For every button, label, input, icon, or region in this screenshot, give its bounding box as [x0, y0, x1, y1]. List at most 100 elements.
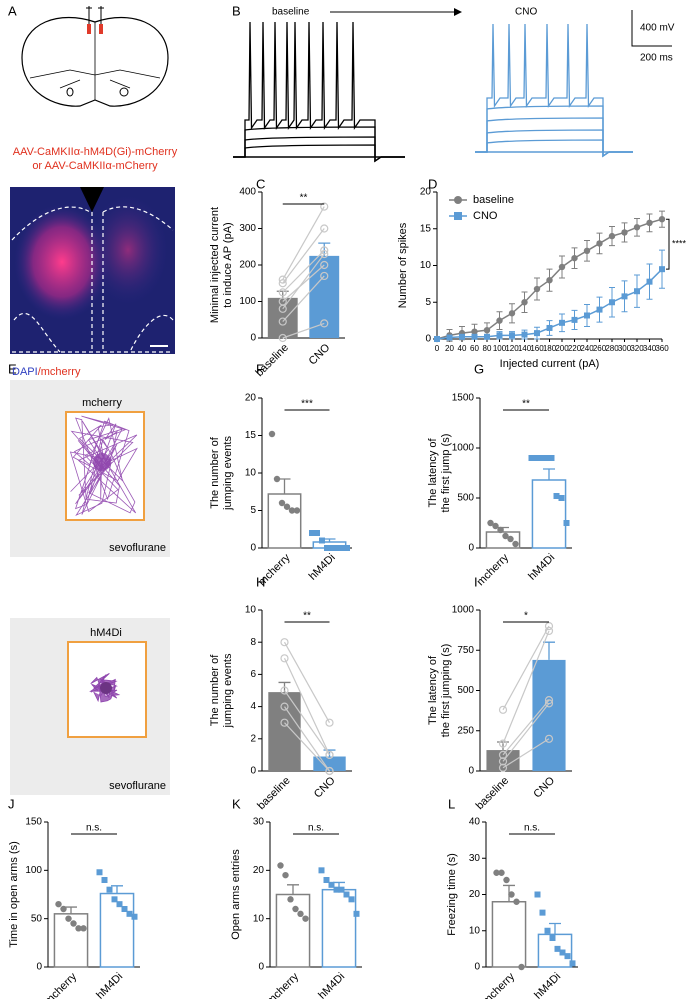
x-tick-label: mcherry — [265, 970, 302, 999]
point — [621, 293, 628, 300]
x-tick-label: 360 — [655, 344, 669, 353]
pair-line — [282, 275, 325, 322]
point — [280, 638, 289, 647]
point — [563, 520, 570, 526]
error-bar — [543, 468, 555, 480]
point — [280, 686, 289, 695]
point — [554, 945, 561, 952]
point — [534, 330, 540, 337]
y-tick-label: 0 — [250, 333, 256, 344]
y-tick-label: 0 — [425, 334, 431, 345]
point — [320, 246, 329, 255]
y-tick-label: 0 — [474, 962, 480, 973]
legend-marker — [454, 196, 462, 204]
y-tick-label: 8 — [250, 637, 256, 648]
panel-label: B — [232, 3, 241, 18]
x-tick-label: 120 — [505, 344, 519, 353]
point — [521, 299, 528, 306]
arena-condition: sevoflurane — [109, 780, 166, 792]
point — [278, 279, 287, 288]
arrowhead — [454, 8, 462, 16]
y-tick-label: 1500 — [452, 393, 475, 404]
y-tick-label: 0 — [250, 766, 256, 777]
pair-line — [502, 703, 550, 762]
panel-label: J — [8, 796, 15, 811]
point — [543, 455, 550, 461]
x-tick-label: 40 — [458, 344, 467, 353]
y-tick-label: 40 — [469, 817, 481, 828]
x-tick-label: 200 — [555, 344, 569, 353]
point — [334, 545, 340, 551]
injection-site — [99, 24, 103, 34]
point — [546, 324, 553, 331]
panel-label: K — [232, 796, 241, 811]
track — [69, 415, 138, 517]
point — [325, 766, 334, 776]
significance: n.s. — [86, 823, 102, 834]
pair-line — [282, 253, 325, 310]
region-outline — [11, 206, 174, 353]
point — [487, 519, 494, 527]
point — [101, 877, 108, 883]
point — [549, 935, 556, 941]
x-tick-label: mcherry — [481, 970, 518, 999]
x-tick-label: hM4Di — [307, 552, 338, 583]
point — [658, 215, 666, 223]
point — [471, 333, 478, 340]
arena-label: mcherry — [82, 397, 122, 409]
trace — [233, 21, 405, 163]
stain-mcherry: /mcherry — [38, 366, 81, 378]
error-bar — [543, 641, 555, 660]
point — [571, 316, 578, 323]
point — [538, 455, 545, 461]
point — [278, 499, 286, 507]
mcherry-signal — [14, 204, 110, 320]
point — [309, 530, 315, 536]
y-tick-label: 200 — [239, 260, 256, 271]
point — [533, 285, 541, 293]
point — [60, 905, 67, 913]
point — [596, 306, 603, 313]
panel-label: A — [8, 3, 17, 18]
point — [558, 263, 566, 271]
point — [508, 891, 515, 898]
arena-condition: sevoflurane — [109, 542, 166, 554]
point — [280, 702, 289, 711]
y-tick-label: 250 — [457, 725, 474, 736]
significance: ** — [522, 399, 530, 410]
y-tick-label: 0 — [258, 962, 264, 973]
point — [320, 202, 329, 211]
y-tick-label: 0 — [36, 962, 42, 973]
point — [338, 886, 345, 893]
trace-label: baseline — [272, 7, 310, 18]
point — [569, 960, 576, 967]
point — [559, 319, 565, 326]
point — [278, 288, 287, 297]
point — [558, 495, 565, 501]
trace — [475, 105, 633, 158]
y-axis-label: The number of — [209, 654, 221, 726]
point — [278, 317, 287, 326]
point — [333, 886, 340, 893]
y-tick-label: 1000 — [452, 443, 475, 454]
pair-line — [283, 658, 331, 756]
trace — [233, 126, 405, 163]
point — [280, 654, 289, 663]
point — [502, 532, 509, 540]
legend-marker — [454, 212, 462, 220]
point — [646, 219, 653, 227]
x-tick-label: 140 — [518, 344, 532, 353]
error-bar — [287, 884, 299, 895]
trace-label: CNO — [515, 7, 537, 18]
point — [277, 862, 284, 869]
panel-label: G — [474, 361, 484, 376]
point — [484, 333, 490, 340]
point — [121, 906, 128, 912]
point — [297, 910, 304, 918]
scale-label: 400 mV — [640, 23, 675, 34]
significance: *** — [301, 399, 313, 410]
y-tick-label: 0 — [468, 543, 474, 554]
y-tick-label: 150 — [25, 817, 42, 828]
point — [325, 750, 334, 760]
x-tick-label: 0 — [435, 344, 440, 353]
